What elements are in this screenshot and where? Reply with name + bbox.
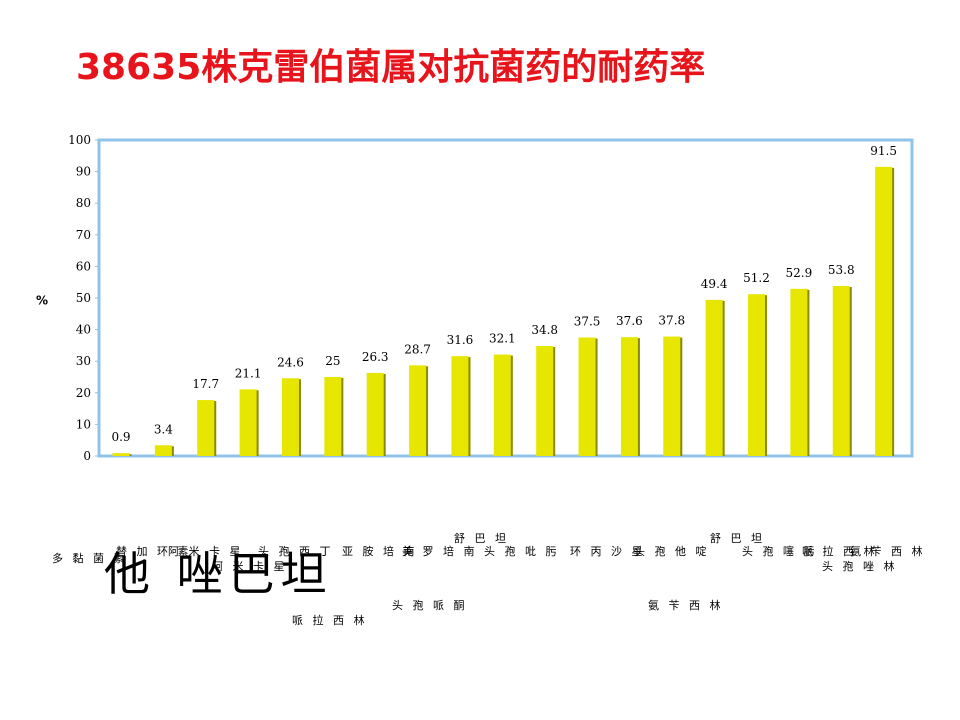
bar	[451, 356, 469, 456]
x-tick-label: 头 孢 唑 林	[822, 560, 898, 573]
data-label: 52.9	[786, 266, 813, 280]
bar	[790, 288, 808, 456]
y-tick-label: 10	[76, 417, 91, 431]
x-tick-label: 阿 米 卡 星	[212, 560, 288, 573]
bar	[832, 285, 850, 456]
bar	[409, 365, 427, 456]
data-label: 0.9	[111, 430, 130, 444]
x-tick-label: 头 孢 噻 肟	[742, 545, 818, 558]
bar	[705, 299, 723, 456]
bar	[324, 377, 342, 456]
x-tick-label: 头 孢 哌 酮	[392, 599, 468, 612]
y-tick-label: 60	[76, 259, 91, 273]
x-tick-label: 多 黏 菌 素	[52, 552, 128, 565]
data-label: 91.5	[870, 144, 897, 158]
bar	[875, 166, 893, 457]
data-label: 21.1	[235, 366, 262, 380]
bar	[493, 354, 511, 456]
data-label: 37.6	[616, 314, 643, 328]
x-tick-label: 舒 巴 坦	[710, 532, 765, 545]
y-tick-label: 70	[76, 228, 91, 242]
data-label: 24.6	[277, 355, 304, 369]
data-label: 53.8	[828, 263, 855, 277]
data-label: 34.8	[531, 323, 558, 337]
bar	[663, 336, 681, 456]
value-labels: 0.9 3.4 17.7 21.1 24.6 25 26.3 28.7 31.6 32.1 34.8…	[111, 144, 897, 444]
data-label: 28.7	[404, 342, 431, 356]
page-title: 38635株克雷伯菌属对抗菌药的耐药率	[76, 47, 706, 88]
bar	[536, 346, 554, 456]
x-tick-label: 头 孢 西 丁	[258, 545, 334, 558]
x-tick-label: 亚 胺 培 南	[342, 545, 418, 558]
x-tick-label: 哌 拉 西 林	[292, 614, 368, 627]
data-label: 26.3	[362, 350, 389, 364]
x-tick-label: 头 孢 吡 肟	[484, 545, 560, 558]
data-label: 25	[325, 354, 340, 368]
data-label: 51.2	[743, 271, 770, 285]
y-tick-label: 80	[76, 196, 91, 210]
x-tick-label: 替 加 环 素	[116, 545, 192, 558]
bar	[620, 337, 638, 456]
y-tick-label: 20	[76, 386, 91, 400]
bar	[578, 337, 596, 456]
x-tick-label: 氨 苄 西 林	[648, 599, 724, 612]
y-tick-label: 100	[68, 133, 91, 147]
y-tick-label: 30	[76, 354, 91, 368]
x-tick-label: 氨 苄 西 林	[850, 545, 926, 558]
data-label: 3.4	[154, 422, 173, 436]
data-label: 31.6	[447, 333, 474, 347]
data-label: 17.7	[192, 377, 219, 391]
y-tick-label: 0	[83, 449, 91, 463]
bar	[281, 378, 299, 456]
x-tick-label: 美 罗 培 南	[402, 545, 478, 558]
y-axis-label: %	[36, 293, 48, 307]
x-tick-label: 舒 巴 坦	[454, 532, 509, 545]
y-tick-label: 50	[76, 291, 91, 305]
data-label: 37.8	[658, 314, 685, 328]
x-tick-label: 头 孢 他 啶	[634, 545, 710, 558]
bar	[366, 372, 384, 456]
overlay-label: 他 唑巴坦	[104, 547, 333, 601]
bar	[748, 294, 766, 456]
y-tick-label: 40	[76, 323, 91, 337]
bar	[112, 453, 130, 456]
data-label: 32.1	[489, 332, 516, 346]
y-axis: 0 10 20 30 40 50 60 70 80 90 100	[68, 133, 99, 463]
x-tick-label: 阿 米 卡 星	[168, 545, 244, 558]
data-label: 37.5	[574, 315, 601, 329]
x-tick-label: 环 丙 沙 星	[570, 545, 646, 558]
bar	[197, 400, 215, 456]
bar	[239, 389, 257, 456]
y-tick-label: 90	[76, 165, 91, 179]
bar	[154, 445, 172, 456]
data-label: 49.4	[701, 277, 728, 291]
x-tick-label: 哌 拉 西 林	[802, 545, 878, 558]
bars	[112, 166, 895, 457]
